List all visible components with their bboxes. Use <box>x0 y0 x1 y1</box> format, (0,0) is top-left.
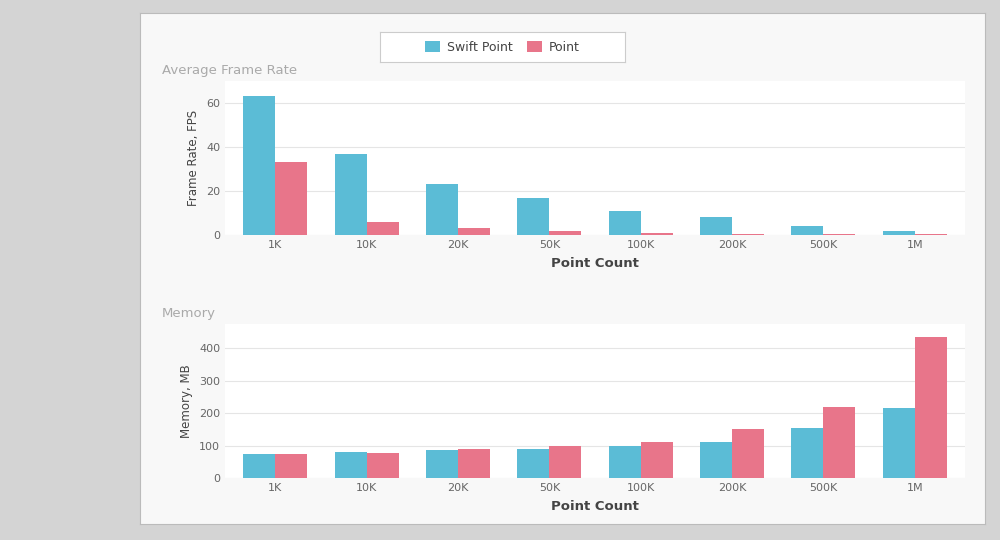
Bar <box>883 231 915 235</box>
Bar <box>367 453 399 478</box>
Bar <box>275 454 307 478</box>
X-axis label: Point Count: Point Count <box>551 500 639 512</box>
Bar <box>367 222 399 235</box>
Bar <box>732 429 764 478</box>
Text: Average Frame Rate: Average Frame Rate <box>162 64 297 77</box>
Y-axis label: Memory, MB: Memory, MB <box>180 364 193 438</box>
Bar <box>732 234 764 235</box>
Bar <box>823 234 855 235</box>
Bar <box>426 450 458 478</box>
Bar <box>823 407 855 478</box>
Bar <box>791 226 823 235</box>
Bar <box>426 184 458 235</box>
Bar <box>517 198 549 235</box>
Text: Memory: Memory <box>162 307 216 320</box>
Bar <box>549 231 581 235</box>
Bar <box>609 211 641 235</box>
Bar <box>641 442 673 478</box>
Bar <box>791 428 823 478</box>
Bar <box>915 337 947 478</box>
Bar <box>549 446 581 478</box>
Bar <box>883 408 915 478</box>
Bar <box>458 228 490 235</box>
Bar <box>641 233 673 235</box>
Bar <box>275 163 307 235</box>
Bar <box>335 153 367 235</box>
Bar <box>609 446 641 478</box>
Bar <box>458 449 490 478</box>
Legend: Swift Point, Point: Swift Point, Point <box>425 40 580 54</box>
Bar <box>243 454 275 478</box>
Bar <box>700 442 732 478</box>
X-axis label: Point Count: Point Count <box>551 256 639 269</box>
Bar <box>915 234 947 235</box>
Bar <box>517 449 549 478</box>
Y-axis label: Frame Rate, FPS: Frame Rate, FPS <box>187 110 200 206</box>
Bar <box>700 217 732 235</box>
Bar <box>243 97 275 235</box>
Bar <box>335 452 367 478</box>
